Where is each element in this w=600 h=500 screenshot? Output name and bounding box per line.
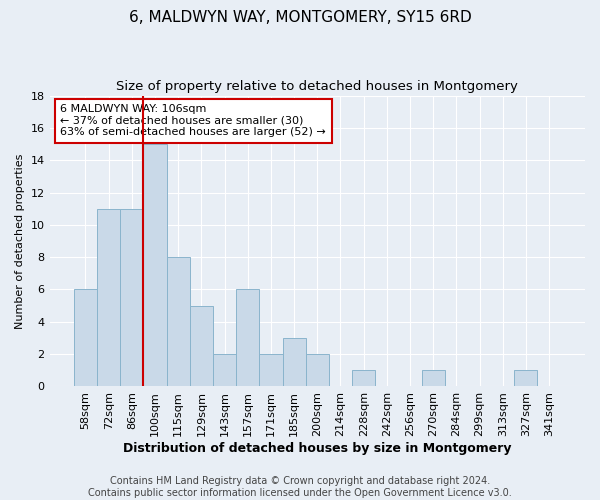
Bar <box>283 338 305 386</box>
Bar <box>305 354 329 386</box>
Bar <box>74 290 97 386</box>
Bar <box>352 370 375 386</box>
Bar <box>97 208 120 386</box>
Bar <box>259 354 283 386</box>
Y-axis label: Number of detached properties: Number of detached properties <box>15 154 25 328</box>
X-axis label: Distribution of detached houses by size in Montgomery: Distribution of detached houses by size … <box>123 442 512 455</box>
Text: Contains HM Land Registry data © Crown copyright and database right 2024.
Contai: Contains HM Land Registry data © Crown c… <box>88 476 512 498</box>
Bar <box>514 370 538 386</box>
Bar <box>213 354 236 386</box>
Bar <box>167 257 190 386</box>
Title: Size of property relative to detached houses in Montgomery: Size of property relative to detached ho… <box>116 80 518 93</box>
Bar <box>236 290 259 386</box>
Bar <box>143 144 167 386</box>
Text: 6 MALDWYN WAY: 106sqm
← 37% of detached houses are smaller (30)
63% of semi-deta: 6 MALDWYN WAY: 106sqm ← 37% of detached … <box>60 104 326 138</box>
Text: 6, MALDWYN WAY, MONTGOMERY, SY15 6RD: 6, MALDWYN WAY, MONTGOMERY, SY15 6RD <box>128 10 472 25</box>
Bar <box>190 306 213 386</box>
Bar <box>120 208 143 386</box>
Bar <box>422 370 445 386</box>
